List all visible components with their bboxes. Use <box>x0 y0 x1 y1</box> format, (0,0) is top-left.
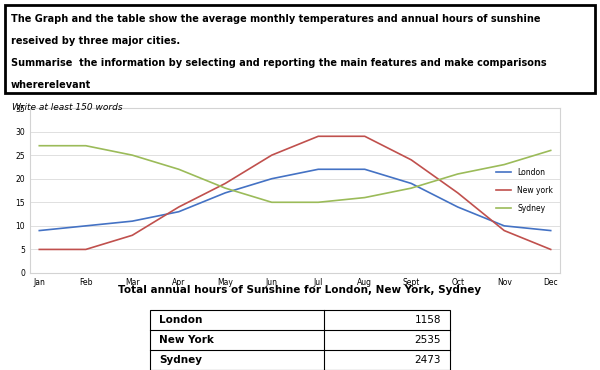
London <box>128 219 136 223</box>
Sydney <box>361 195 368 200</box>
Line: New york: New york <box>39 136 551 249</box>
New york <box>500 228 508 233</box>
Text: London: London <box>159 315 202 325</box>
London <box>268 176 275 181</box>
Text: New York: New York <box>159 335 214 345</box>
New york <box>547 247 554 252</box>
New york <box>407 158 415 162</box>
New york <box>268 153 275 157</box>
New york <box>454 191 461 195</box>
London <box>454 205 461 209</box>
London <box>175 209 182 214</box>
Text: The Graph and the table show the average monthly temperatures and annual hours o: The Graph and the table show the average… <box>11 14 541 24</box>
Text: Sydney: Sydney <box>159 355 202 365</box>
Text: 1158: 1158 <box>415 315 441 325</box>
London <box>82 223 89 228</box>
Sydney <box>500 162 508 167</box>
Text: reseived by three major cities.: reseived by three major cities. <box>11 36 180 46</box>
New york <box>82 247 89 252</box>
Sydney <box>175 167 182 172</box>
Sydney <box>221 186 229 190</box>
London <box>221 191 229 195</box>
Sydney <box>407 186 415 190</box>
Text: Summarise  the information by selecting and reporting the main features and make: Summarise the information by selecting a… <box>11 58 547 68</box>
New york <box>221 181 229 186</box>
New york <box>361 134 368 138</box>
London <box>407 181 415 186</box>
Text: whererelevant: whererelevant <box>11 80 91 90</box>
Sydney <box>454 172 461 176</box>
London <box>500 223 508 228</box>
Legend: London, New york, Sydney: London, New york, Sydney <box>493 165 556 216</box>
London <box>361 167 368 172</box>
Text: 2473: 2473 <box>415 355 441 365</box>
Sydney <box>268 200 275 205</box>
Text: 2535: 2535 <box>415 335 441 345</box>
Text: Write at least 150 words: Write at least 150 words <box>12 103 122 112</box>
New york <box>314 134 322 138</box>
Line: London: London <box>39 169 551 231</box>
Text: Total annual hours of Sunshine for London, New York, Sydney: Total annual hours of Sunshine for Londo… <box>118 285 482 295</box>
Sydney <box>82 144 89 148</box>
Line: Sydney: Sydney <box>39 146 551 202</box>
Sydney <box>547 148 554 153</box>
London <box>35 228 43 233</box>
Sydney <box>128 153 136 157</box>
Sydney <box>35 144 43 148</box>
New york <box>128 233 136 238</box>
New york <box>35 247 43 252</box>
New york <box>175 205 182 209</box>
London <box>547 228 554 233</box>
Sydney <box>314 200 322 205</box>
London <box>314 167 322 172</box>
